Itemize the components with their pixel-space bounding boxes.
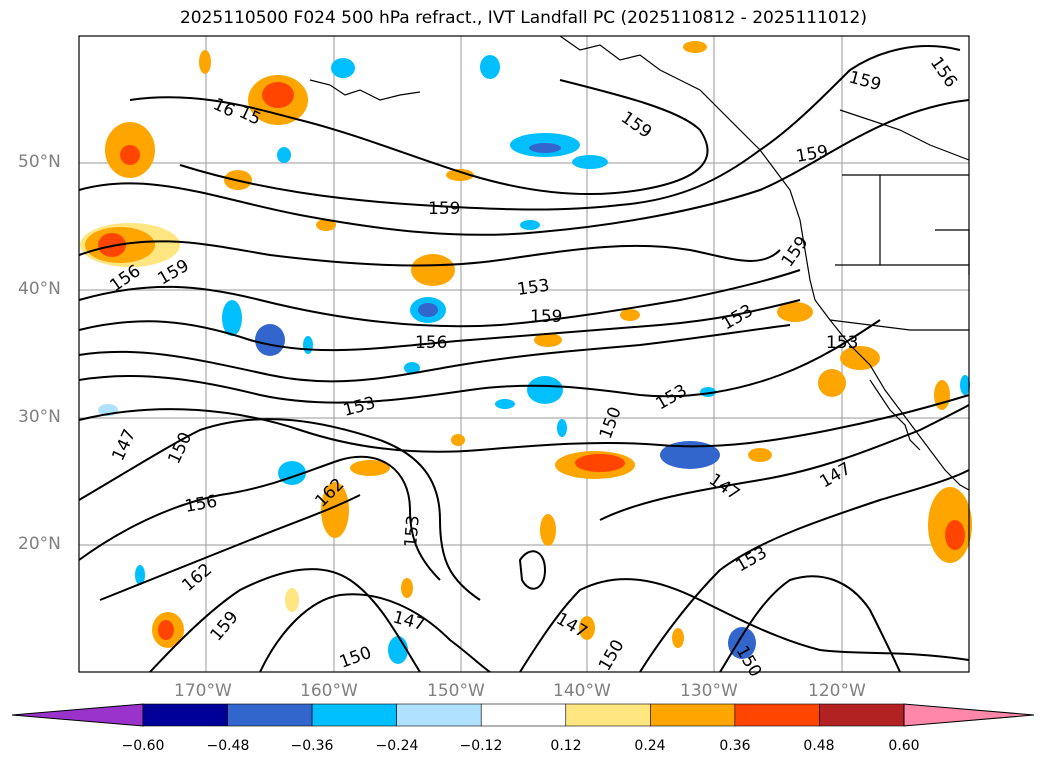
- colorbar-box: [565, 703, 651, 727]
- contour-label: 159: [428, 199, 460, 219]
- colorbar-tick: −0.60: [121, 738, 165, 754]
- contour-label: 159: [530, 307, 562, 327]
- colorbar-tick: −0.48: [206, 738, 250, 754]
- colorbar-box: [650, 703, 736, 727]
- lon-label-160: 160°W: [300, 681, 358, 701]
- colorbar-tick: 0.60: [888, 738, 920, 754]
- contour-labels: 159 156 16 159 159 159 159 153 159 156 1…: [106, 53, 961, 680]
- lat-label-30: 30°N: [18, 407, 61, 427]
- colorbar-box: [734, 703, 820, 727]
- lon-label-140: 140°W: [553, 681, 611, 701]
- colorbar-over-triangle: [903, 703, 1035, 727]
- lon-label-170: 170°W: [174, 681, 232, 701]
- contour-lines: [78, 45, 970, 673]
- lat-label-20: 20°N: [18, 534, 61, 554]
- colorbar-box: [227, 703, 313, 727]
- colorbar-tick: −0.36: [290, 738, 334, 754]
- colorbar-tick: 0.36: [719, 738, 751, 754]
- colorbar-box: [819, 703, 905, 727]
- colorbar-box: [480, 703, 567, 727]
- lat-label-50: 50°N: [18, 152, 61, 172]
- contour-label: 153: [826, 333, 858, 353]
- colorbar-box: [396, 703, 482, 727]
- lon-label-150: 150°W: [427, 681, 485, 701]
- contour-label: 153: [516, 276, 551, 300]
- plot-frame: [78, 35, 970, 673]
- colorbar-under-triangle: [11, 703, 144, 727]
- map-title: 2025110500 F024 500 hPa refract., IVT La…: [179, 8, 867, 28]
- colorbar: [11, 703, 1035, 727]
- colorbar-box: [142, 703, 228, 727]
- contour-label: 153: [401, 514, 424, 548]
- colorbar-box: [311, 703, 397, 727]
- colorbar-tick: 0.12: [550, 738, 582, 754]
- colorbar-tick: −0.12: [459, 738, 503, 754]
- lon-label-120: 120°W: [808, 681, 866, 701]
- colorbar-tick: −0.24: [375, 738, 419, 754]
- colorbar-tick: 0.48: [803, 738, 835, 754]
- positive-shading: [80, 41, 972, 648]
- lat-label-40: 40°N: [18, 279, 61, 299]
- contour-label: 156: [415, 333, 447, 353]
- colorbar-tick: 0.24: [634, 738, 666, 754]
- lon-label-130: 130°W: [680, 681, 738, 701]
